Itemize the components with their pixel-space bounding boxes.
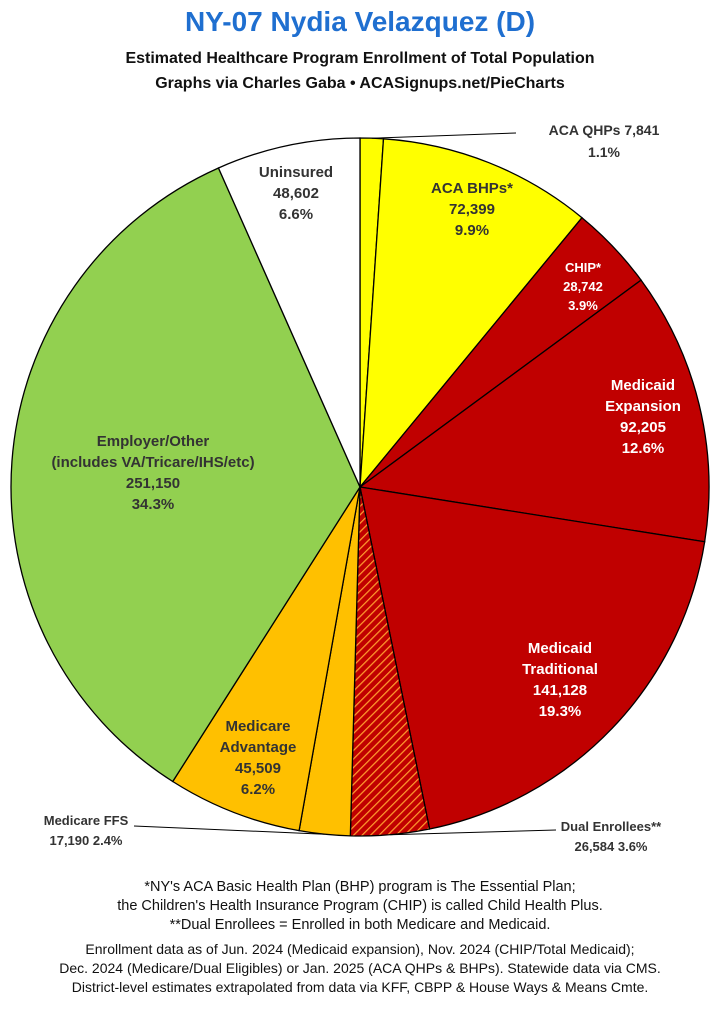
pie-slice-employer-other-includes-va-tricare-ihs-etc — [10, 167, 361, 783]
footnote-line-3: **Dual Enrollees = Enrolled in both Medi… — [169, 917, 551, 933]
label-medicaid-traditional-line-1: Medicaid — [528, 640, 592, 657]
pie-slice-medicaid-traditional — [359, 486, 706, 830]
label-chip-line-2: 28,742 — [563, 279, 603, 294]
label-medicaid-expansion-line-3: 92,205 — [620, 419, 666, 436]
pie-slice-aca-bhps — [359, 138, 583, 489]
label-chip-line-1: CHIP* — [565, 260, 602, 275]
label-employer-other-line-2: (includes VA/Tricare/IHS/etc) — [51, 454, 254, 471]
label-dual-enrollees-line-1: Dual Enrollees** — [561, 819, 662, 834]
label-medicaid-expansion-line-2: Expansion — [605, 398, 681, 415]
label-medicare-ffs-line-1: Medicare FFS — [44, 813, 129, 828]
footnotes: *NY's ACA Basic Health Plan (BHP) progra… — [0, 878, 720, 935]
label-aca-bhps-line-2: 72,399 — [449, 201, 495, 218]
label-medicaid-expansion-line-1: Medicaid — [611, 377, 675, 394]
pie-slice-medicare-advantage — [171, 486, 361, 832]
leader-line-dual-enrollees — [390, 829, 557, 836]
label-aca-qhps-line-1: ACA QHPs 7,841 — [549, 122, 660, 138]
label-medicare-ffs-line-2: 17,190 2.4% — [49, 833, 122, 848]
label-medicare-advantage-line-1: Medicare — [225, 718, 290, 735]
label-medicaid-traditional-line-2: Traditional — [522, 661, 598, 678]
label-medicare-advantage-line-3: 45,509 — [235, 760, 281, 777]
sources-line-2: Dec. 2024 (Medicare/Dual Eligibles) or J… — [59, 960, 661, 976]
pie-chart: ACA QHPs 7,841 1.1% ACA BHPs* 72,399 9.9% CHI… — [10, 122, 710, 854]
label-employer-other-line-1: Employer/Other — [97, 433, 210, 450]
chart-title: NY-07 Nydia Velazquez (D) — [184, 6, 536, 37]
label-chip-line-3: 3.9% — [568, 298, 598, 313]
label-employer-other-line-4: 34.3% — [132, 496, 175, 513]
label-dual-enrollees-line-2: 26,584 3.6% — [574, 839, 647, 854]
sources-line-1: Enrollment data as of Jun. 2024 (Medicai… — [85, 941, 635, 957]
label-employer-other-line-3: 251,150 — [126, 475, 180, 492]
chart-credit: Graphs via Charles Gaba • ACASignups.net… — [155, 75, 565, 92]
label-uninsured-line-1: Uninsured — [259, 164, 333, 181]
label-uninsured-line-3: 6.6% — [279, 206, 313, 223]
label-aca-bhps-line-3: 9.9% — [455, 222, 489, 239]
label-uninsured-line-2: 48,602 — [273, 185, 319, 202]
pie-slice-uninsured — [217, 137, 361, 488]
label-medicaid-traditional-line-3: 141,128 — [533, 682, 587, 699]
leader-line-aca-qhps — [371, 132, 517, 139]
label-medicaid-traditional-line-4: 19.3% — [539, 703, 582, 720]
chart-subtitle: Estimated Healthcare Program Enrollment … — [125, 50, 595, 67]
label-medicaid-expansion-line-4: 12.6% — [622, 440, 665, 457]
label-medicare-advantage-line-4: 6.2% — [241, 781, 275, 798]
pie-slice-medicaid-expansion — [358, 279, 710, 543]
label-aca-bhps-line-1: ACA BHPs* — [431, 180, 513, 197]
leader-line-medicare-ffs — [133, 825, 325, 835]
label-medicare-advantage-line-2: Advantage — [220, 739, 297, 756]
sources-line-3: District-level estimates extrapolated fr… — [71, 979, 649, 995]
footnote-line-2: the Children's Health Insurance Program … — [117, 898, 603, 914]
sources-note: Enrollment data as of Jun. 2024 (Medicai… — [0, 940, 720, 997]
footnote-line-1: *NY's ACA Basic Health Plan (BHP) progra… — [144, 879, 576, 895]
label-aca-qhps-line-2: 1.1% — [588, 144, 620, 160]
